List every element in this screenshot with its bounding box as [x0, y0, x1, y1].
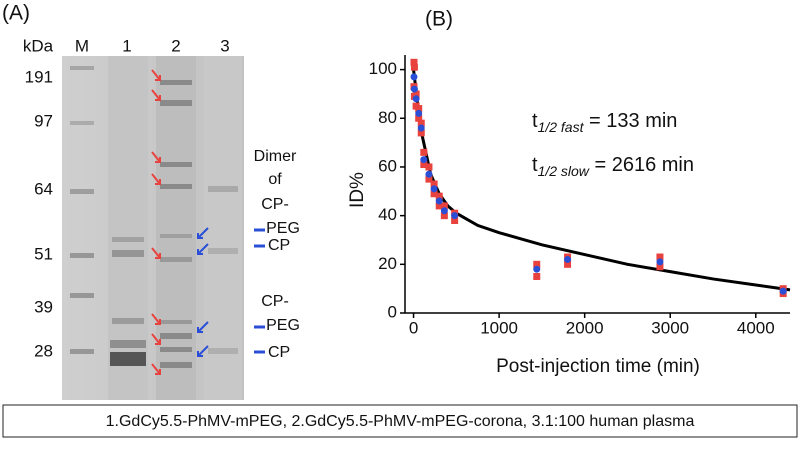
replicate-point	[451, 217, 459, 225]
y-tick-label: 60	[378, 156, 397, 175]
mean-point	[425, 170, 433, 178]
half-life-annotation: t1/2 fast = 133 min	[532, 110, 677, 134]
mean-point	[779, 287, 787, 295]
caption: 1.GdCy5.5-PhMV-mPEG, 2.GdCy5.5-PhMV-mPEG…	[106, 413, 695, 430]
band-annotation: of	[268, 171, 282, 188]
panel-a: (A) kDa M 1 2 3 191 97 64 51 39 28	[2, 2, 300, 400]
replicate-point	[425, 163, 433, 171]
x-tick-label: 0	[409, 318, 418, 337]
half-life-annotation: t1/2 slow = 2616 min	[532, 154, 694, 178]
mean-point	[435, 197, 443, 205]
band-annotation: CP-	[261, 293, 289, 310]
lane-label: 1	[122, 36, 131, 55]
replicate-point	[410, 63, 418, 71]
panel-b: (B) ID% Post-injection time (min)	[347, 8, 700, 377]
x-tick-label: 2000	[566, 318, 604, 337]
replicate-point	[420, 161, 428, 169]
marker-label: 51	[34, 244, 53, 263]
replicate-point	[440, 212, 448, 220]
mean-point	[430, 185, 438, 193]
mean-point	[412, 95, 420, 103]
replicate-point	[420, 148, 428, 156]
band-annotation: Dimer	[254, 148, 297, 165]
lane-label: 2	[171, 36, 180, 55]
marker-label: 64	[34, 179, 53, 198]
replicate-point	[430, 190, 438, 198]
band-annotation: CP	[268, 344, 290, 361]
replicate-point	[417, 129, 425, 137]
band-annotation: PEG	[266, 220, 300, 237]
gel-image	[62, 56, 265, 400]
mean-point	[440, 207, 448, 215]
replicate-point	[415, 114, 423, 122]
replicate-point	[410, 58, 418, 66]
replicate-point	[412, 102, 420, 110]
annotation-base: t	[532, 154, 538, 176]
replicate-point	[435, 192, 443, 200]
replicate-point	[425, 175, 433, 183]
replicate-point	[440, 202, 448, 210]
replicate-point	[656, 263, 664, 271]
mean-point	[564, 255, 572, 263]
caption-box	[2, 404, 798, 438]
band-annotation: CP-	[261, 196, 289, 213]
fit-curve	[412, 69, 791, 292]
marker-label: 28	[34, 341, 53, 360]
mean-point	[415, 109, 423, 117]
lane-label: M	[75, 36, 89, 55]
mean-point	[656, 258, 664, 266]
mean-point	[410, 85, 418, 93]
annotation-rest: = 2616 min	[589, 154, 694, 176]
panel-label: (B)	[425, 8, 453, 31]
band-annotation: PEG	[266, 317, 300, 334]
mean-point	[451, 212, 459, 220]
replicate-point	[430, 180, 438, 188]
y-tick-label: 80	[378, 108, 397, 127]
mean-point	[533, 265, 541, 273]
replicate-point	[417, 119, 425, 127]
annotation-subscript: 1/2 slow	[538, 163, 590, 179]
annotation-subscript: 1/2 fast	[538, 119, 585, 135]
x-tick-label: 1000	[480, 318, 518, 337]
mean-point	[410, 73, 418, 81]
annotation-base: t	[532, 110, 538, 132]
y-axis-label: ID%	[347, 172, 368, 208]
x-tick-label: 4000	[737, 318, 775, 337]
unit-label: kDa	[23, 36, 54, 55]
marker-label: 97	[34, 111, 53, 130]
replicate-point	[656, 253, 664, 261]
y-tick-label: 20	[378, 254, 397, 273]
replicate-point	[533, 260, 541, 268]
lane-label: 3	[220, 36, 229, 55]
x-tick-label: 3000	[651, 318, 689, 337]
panel-label: (A)	[2, 2, 30, 25]
y-tick-label: 0	[388, 302, 397, 321]
replicate-point	[533, 272, 541, 280]
replicate-point	[564, 260, 572, 268]
annotation-rest: = 133 min	[583, 110, 677, 132]
y-tick-label: 100	[369, 59, 397, 78]
y-tick-label: 40	[378, 205, 397, 224]
band-annotation: CP	[268, 237, 290, 254]
mean-point	[420, 156, 428, 164]
replicate-point	[435, 202, 443, 210]
marker-label: 39	[34, 297, 53, 316]
x-axis-label: Post-injection time (min)	[496, 356, 700, 377]
mean-point	[417, 124, 425, 132]
marker-label: 191	[25, 67, 53, 86]
